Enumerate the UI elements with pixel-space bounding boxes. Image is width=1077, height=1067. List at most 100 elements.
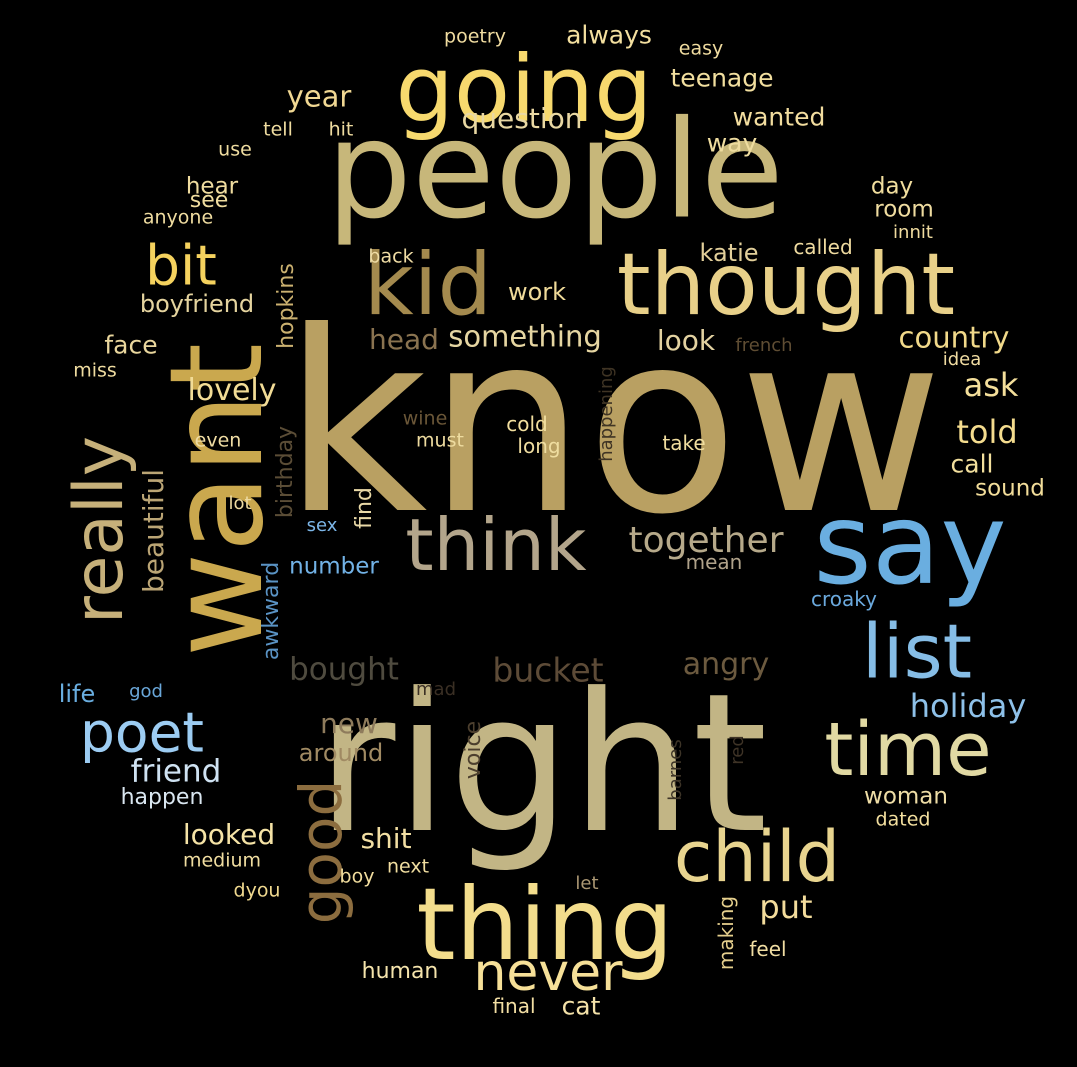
word-think: think (405, 503, 587, 587)
word-angry: angry (682, 647, 770, 682)
word-looked: looked (182, 818, 276, 851)
word-year: year (286, 79, 352, 114)
word-wine: wine (402, 407, 448, 430)
word-human: human (361, 959, 439, 984)
word-number: number (289, 553, 379, 580)
word-find: find (352, 487, 377, 529)
word-beautiful: beautiful (137, 468, 170, 594)
word-sound: sound (975, 475, 1045, 502)
word-life: life (58, 680, 96, 708)
word-cold: cold (506, 412, 548, 436)
word-head: head (369, 323, 439, 356)
word-friend: friend (130, 753, 222, 790)
word-around: around (298, 739, 384, 767)
word-mad: mad (416, 679, 456, 700)
word-back: back (368, 245, 414, 268)
word-wanted: wanted (732, 102, 826, 132)
word-ask: ask (963, 366, 1019, 404)
word-called: called (793, 235, 853, 259)
word-way: way (706, 128, 758, 158)
word-take: take (662, 431, 706, 455)
word-thing: thing (416, 866, 674, 983)
word-right: right (316, 653, 768, 876)
word-see: see (189, 188, 229, 213)
word-use: use (218, 138, 252, 161)
word-say: say (813, 480, 1007, 610)
word-never: never (473, 943, 623, 1003)
word-room: room (874, 196, 934, 223)
word-teenage: teenage (670, 63, 774, 93)
word-call: call (950, 449, 994, 479)
word-making: making (714, 895, 738, 971)
word-holiday: holiday (909, 687, 1027, 725)
word-list: list (861, 607, 973, 696)
word-shit: shit (360, 822, 412, 855)
word-bucket: bucket (492, 650, 604, 690)
word-kid: kid (363, 235, 493, 335)
word-time: time (824, 707, 992, 793)
word-let: let (575, 873, 599, 894)
word-feel: feel (749, 937, 787, 961)
word-boyfriend: boyfriend (139, 290, 255, 318)
word-new: new (320, 707, 378, 740)
word-woman: woman (864, 783, 948, 810)
word-told: told (956, 413, 1018, 451)
word-dyou: dyou (233, 879, 281, 902)
word-really: really (60, 436, 139, 624)
word-work: work (507, 278, 567, 306)
word-final: final (492, 994, 536, 1018)
word-hear: hear (185, 173, 239, 200)
word-put: put (759, 888, 813, 926)
word-happening: happening (596, 366, 617, 462)
word-question: question (461, 102, 583, 135)
word-anyone: anyone (142, 206, 214, 229)
word-day: day (870, 173, 914, 200)
word-mean: mean (685, 550, 743, 574)
word-katie: katie (699, 239, 759, 267)
word-hit: hit (328, 118, 354, 141)
word-french: french (735, 335, 793, 356)
word-cat: cat (561, 991, 601, 1021)
word-lot: lot (228, 493, 252, 514)
word-barnes: barnes (665, 739, 686, 801)
word-always: always (566, 20, 652, 50)
word-know: know (282, 278, 944, 569)
word-croaky: croaky (811, 587, 877, 611)
word-even: even (194, 429, 242, 452)
word-easy: easy (678, 37, 724, 60)
word-sex: sex (306, 515, 338, 536)
word-red: red (727, 735, 748, 765)
word-people: people (326, 91, 784, 249)
word-awkward: awkward (259, 561, 284, 661)
word-something: something (448, 319, 602, 354)
word-must: must (416, 429, 464, 452)
word-god: god (129, 681, 163, 702)
word-idea: idea (942, 349, 982, 370)
word-happen: happen (120, 785, 204, 810)
word-poet: poet (80, 700, 204, 765)
word-dated: dated (875, 808, 931, 831)
word-face: face (104, 330, 158, 360)
word-miss: miss (73, 359, 117, 382)
word-thought: thought (616, 235, 956, 335)
word-bought: bought (289, 651, 399, 688)
word-innit: innit (893, 222, 933, 243)
word-country: country (898, 320, 1010, 355)
word-birthday: birthday (273, 425, 298, 519)
word-bit: bit (145, 233, 217, 298)
word-together: together (628, 520, 784, 561)
word-hopkins: hopkins (274, 263, 299, 349)
word-going: going (395, 36, 653, 143)
word-next: next (386, 855, 430, 878)
word-poetry: poetry (444, 25, 506, 48)
word-good: good (287, 779, 355, 925)
word-long: long (517, 434, 561, 458)
word-child: child (673, 816, 841, 898)
word-medium: medium (182, 849, 262, 872)
word-voice: voice (461, 720, 486, 780)
word-boy: boy (339, 865, 375, 888)
word-lovely: lovely (187, 373, 277, 408)
word-tell: tell (263, 118, 293, 141)
word-look: look (656, 324, 716, 357)
